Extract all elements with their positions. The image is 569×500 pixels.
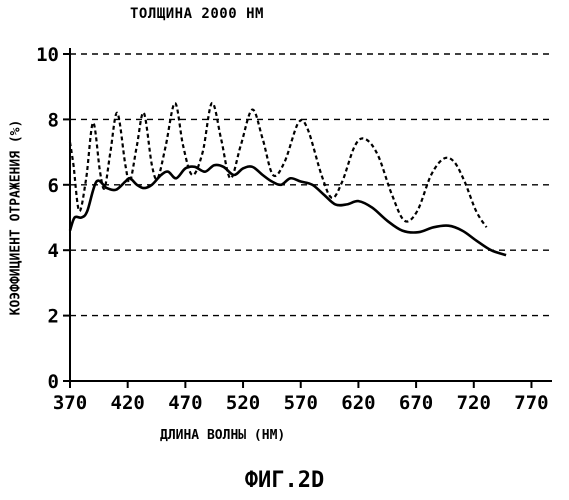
tick-labels: 0 2 4 6 8 10 370 420 470 520 570 620 670 720 770	[36, 44, 549, 414]
y-tick-label: 4	[48, 240, 59, 262]
y-tick-label: 10	[36, 44, 59, 66]
x-tick-label: 770	[514, 392, 548, 414]
y-tick-label: 8	[48, 109, 59, 131]
chart-title: ТОЛЩИНА 2000 НМ	[130, 6, 264, 22]
axes	[69, 48, 552, 381]
x-tick-label: 470	[168, 392, 202, 414]
y-axis-label: КОЭФФИЦИЕНТ ОТРАЖЕНИЯ (%)	[9, 68, 24, 368]
x-tick-label: 520	[226, 392, 260, 414]
tick-marks	[63, 54, 531, 388]
x-tick-label: 420	[111, 392, 145, 414]
x-tick-label: 570	[284, 392, 318, 414]
figure-caption: ФИГ.2D	[0, 468, 569, 493]
y-tick-label: 6	[48, 175, 59, 197]
x-tick-label: 670	[399, 392, 433, 414]
series-line-solid	[70, 165, 506, 255]
x-tick-label: 620	[341, 392, 375, 414]
y-tick-label: 2	[48, 306, 59, 328]
x-tick-label: 720	[457, 392, 491, 414]
x-axis-label: ДЛИНА ВОЛНЫ (НМ)	[160, 428, 285, 443]
x-tick-label: 370	[53, 392, 87, 414]
y-tick-label: 0	[48, 371, 59, 393]
series-line-dashed	[70, 103, 487, 227]
series-group	[70, 103, 506, 255]
